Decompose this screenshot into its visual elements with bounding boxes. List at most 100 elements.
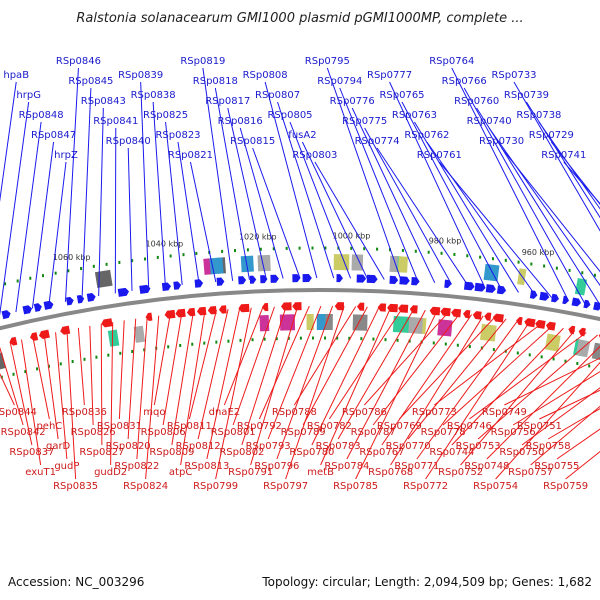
gene-label[interactable]: RSp0755 (534, 461, 579, 472)
gene-label[interactable]: RSp0796 (254, 461, 299, 472)
gene-label[interactable]: RSp0827 (79, 447, 124, 458)
gene-label[interactable]: RSp0808 (243, 70, 288, 81)
gene-label[interactable]: RSp0762 (404, 130, 449, 141)
gene-label[interactable]: RSp0770 (386, 441, 431, 452)
gene-label[interactable]: RSp0730 (479, 136, 524, 147)
gene-label[interactable]: RSp0803 (292, 150, 337, 161)
gene-label[interactable]: RSp0813 (184, 461, 229, 472)
gene-label[interactable]: RSp0774 (355, 136, 400, 147)
gene-label[interactable]: RSp0738 (516, 110, 561, 121)
gene-label[interactable]: RSp0784 (324, 461, 369, 472)
gene-label[interactable]: RSp0805 (267, 110, 312, 121)
gene-label[interactable]: mqo (143, 407, 165, 418)
gene-label[interactable]: RSp0748 (464, 461, 509, 472)
gene-label[interactable]: RSp0822 (114, 461, 159, 472)
gene-label[interactable]: RSp0767 (359, 447, 404, 458)
gene-label[interactable]: RSp0836 (62, 407, 107, 418)
gene-label[interactable]: RSp0840 (106, 136, 151, 147)
gene-label[interactable]: exuT1 (25, 467, 56, 478)
gene-label[interactable]: RSp0739 (504, 90, 549, 101)
gene-label[interactable]: RSp0801 (211, 427, 256, 438)
gene-label[interactable]: RSp0794 (317, 76, 362, 87)
gene-label[interactable]: RSp0847 (31, 130, 76, 141)
gene-label[interactable]: RSp0818 (193, 76, 238, 87)
gene-label[interactable]: RSp0733 (491, 70, 536, 81)
gene-label[interactable]: RSp0746 (447, 421, 492, 432)
gene-label[interactable]: RSp0785 (333, 481, 378, 492)
gene-label[interactable]: RSp0780 (289, 447, 334, 458)
gene-label[interactable]: RSp0789 (281, 427, 326, 438)
gene-label[interactable]: RSp0802 (219, 447, 264, 458)
gene-label[interactable]: RSp0765 (379, 90, 424, 101)
gene-label[interactable]: RSp0754 (473, 481, 518, 492)
gene-label[interactable]: RSp0744 (429, 447, 474, 458)
gene-label[interactable]: RSp0837 (9, 447, 54, 458)
gene-label[interactable]: fusA2 (288, 130, 316, 141)
gene-label[interactable]: RSp0766 (442, 76, 487, 87)
gene-label[interactable]: RSp0759 (543, 481, 588, 492)
gene-label[interactable]: garD (46, 441, 71, 452)
gene-label[interactable]: RSp0786 (342, 407, 387, 418)
gene-label[interactable]: dnaE2 (209, 407, 241, 418)
gene-label[interactable]: RSp0817 (205, 96, 250, 107)
gene-label[interactable]: RSp0807 (255, 90, 300, 101)
gene-label[interactable]: RSp0812 (176, 441, 221, 452)
gene-label[interactable]: atpC (169, 467, 192, 478)
gene-label[interactable]: RSp0806 (141, 427, 186, 438)
gene-label[interactable]: RSp0777 (367, 70, 412, 81)
gene-label[interactable]: RSp0787 (351, 427, 396, 438)
gene-label[interactable]: RSp0848 (19, 110, 64, 121)
gene-label[interactable]: RSp0841 (93, 116, 138, 127)
gene-label[interactable]: hrpZ (54, 150, 78, 161)
gene-label[interactable]: metB (307, 467, 334, 478)
gene-label[interactable]: RSp0799 (193, 481, 238, 492)
gene-label[interactable]: RSp0811 (167, 421, 212, 432)
gene-label[interactable]: RSp0773 (412, 407, 457, 418)
gene-label[interactable]: RSp0749 (482, 407, 527, 418)
gene-label[interactable]: RSp0819 (180, 56, 225, 67)
gene-label[interactable]: RSp0797 (263, 481, 308, 492)
gene-label[interactable]: RSp0831 (97, 421, 142, 432)
gene-label[interactable]: RSp0778 (421, 427, 466, 438)
gene-label[interactable]: RSp0809 (149, 447, 194, 458)
gene-label[interactable]: RSp0835 (53, 481, 98, 492)
gene-label[interactable]: RSp0843 (81, 96, 126, 107)
gene-label[interactable]: RSp0839 (118, 70, 163, 81)
gene-label[interactable]: RSp0842 (1, 427, 46, 438)
gene-label[interactable]: RSp0753 (456, 441, 501, 452)
gene-label[interactable]: RSp0845 (68, 76, 113, 87)
gene-label[interactable]: RSp0764 (429, 56, 474, 67)
gene-label[interactable]: RSp0771 (394, 461, 439, 472)
gene-label[interactable]: RSp0816 (218, 116, 263, 127)
gene-label[interactable]: RSp0838 (131, 90, 176, 101)
gene-label[interactable]: RSp0788 (272, 407, 317, 418)
gene-label[interactable]: RSp0793 (246, 441, 291, 452)
gene-label[interactable]: RSp0772 (403, 481, 448, 492)
gene-label[interactable]: RSp0846 (56, 56, 101, 67)
gene-label[interactable]: RSp0783 (316, 441, 361, 452)
gene-label[interactable]: RSp0740 (467, 116, 512, 127)
gene-label[interactable]: pehC (36, 421, 62, 432)
gene-label[interactable]: RSp0792 (237, 421, 282, 432)
gene-label[interactable]: RSp0769 (377, 421, 422, 432)
gene-label[interactable]: RSp0751 (517, 421, 562, 432)
gene-label[interactable]: RSp0761 (417, 150, 462, 161)
gene-label[interactable]: RSp0823 (155, 130, 200, 141)
gene-label[interactable]: gudD2 (94, 467, 127, 478)
gene-label[interactable]: RSp0776 (330, 96, 375, 107)
gene-label[interactable]: RSp0791 (228, 467, 273, 478)
gene-label[interactable]: RSp0844 (0, 407, 37, 418)
gene-label[interactable]: RSp0795 (305, 56, 350, 67)
gene-label[interactable]: RSp0820 (106, 441, 151, 452)
gene-label[interactable]: hrpG (16, 90, 41, 101)
gene-label[interactable]: RSp0821 (168, 150, 213, 161)
gene-label[interactable]: RSp0768 (368, 467, 413, 478)
gene-label[interactable]: RSp0826 (71, 427, 116, 438)
gene-label[interactable]: RSp0824 (123, 481, 168, 492)
gene-label[interactable]: RSp0729 (529, 130, 574, 141)
gene-label[interactable]: RSp0760 (454, 96, 499, 107)
gene-label[interactable]: RSp0815 (230, 136, 275, 147)
gene-label[interactable]: RSp0741 (541, 150, 586, 161)
gene-label[interactable]: RSp0758 (526, 441, 571, 452)
gene-label[interactable]: hpaB (3, 70, 29, 81)
